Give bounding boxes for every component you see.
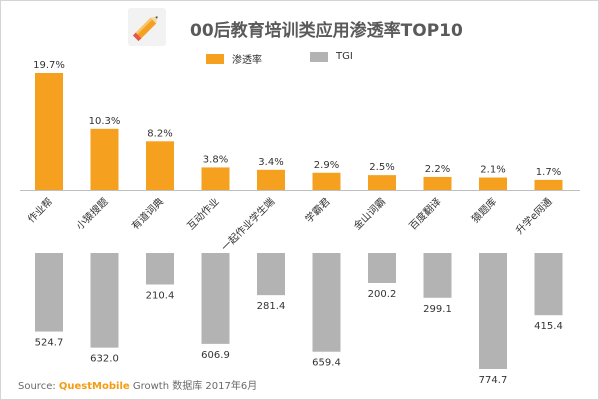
tgi-bar <box>90 253 119 348</box>
category-label: 百度翻译 <box>406 195 443 232</box>
penetration-value-label: 1.7% <box>536 167 561 178</box>
tgi-value-label: 606.9 <box>201 350 230 361</box>
legend-label-tgi: TGI <box>336 51 353 62</box>
category-label: 互动作业 <box>185 196 222 233</box>
source-brand: QuestMobile <box>58 381 130 392</box>
category-label: 金山词霸 <box>351 195 388 232</box>
penetration-value-label: 19.7% <box>33 60 65 71</box>
tgi-bar <box>146 253 174 285</box>
penetration-value-label: 3.4% <box>258 157 283 168</box>
category-label: 一起作业学生端 <box>218 195 277 254</box>
tgi-value-label: 524.7 <box>35 338 64 349</box>
source-label: Source: <box>18 381 56 392</box>
penetration-bar <box>35 73 63 190</box>
tgi-bar <box>201 253 230 344</box>
penetration-value-label: 2.9% <box>314 160 339 171</box>
source-detail: Growth 数据库 2017年6月 <box>132 381 258 392</box>
penetration-value-label: 10.3% <box>89 116 121 127</box>
tgi-value-label: 281.4 <box>257 301 286 312</box>
penetration-bar <box>368 175 396 190</box>
category-label: 小猿搜题 <box>73 195 110 232</box>
penetration-value-label: 2.1% <box>480 165 505 176</box>
legend-label-penetration: 渗透率 <box>232 55 262 66</box>
tgi-value-label: 774.7 <box>479 375 508 386</box>
source-footer: Source: QuestMobile Growth 数据库 2017年6月 <box>18 377 257 392</box>
penetration-bar <box>423 176 452 190</box>
tgi-bar <box>423 253 452 298</box>
tgi-bar <box>35 253 63 332</box>
tgi-bar <box>534 253 563 316</box>
tgi-bar <box>479 253 507 369</box>
penetration-value-label: 3.8% <box>203 154 228 165</box>
tgi-value-label: 632.0 <box>90 354 119 365</box>
legend-item-penetration: 渗透率 <box>206 51 262 66</box>
tgi-value-label: 200.2 <box>368 289 397 300</box>
tgi-bar <box>257 253 285 296</box>
penetration-value-label: 2.5% <box>369 162 394 173</box>
category-label: 作业帮 <box>25 196 55 226</box>
penetration-bar <box>312 172 341 190</box>
penetration-bar <box>90 128 119 190</box>
legend-swatch-tgi <box>310 51 328 62</box>
penetration-value-label: 8.2% <box>147 128 172 139</box>
penetration-value-label: 2.2% <box>425 164 450 175</box>
penetration-bar <box>534 179 563 190</box>
category-label: 学霸君 <box>302 195 332 225</box>
penetration-bar <box>257 169 285 190</box>
category-label: 猿题库 <box>469 195 499 225</box>
category-label: 有道词典 <box>129 195 166 232</box>
penetration-bar <box>146 141 174 190</box>
tgi-bar <box>368 253 396 283</box>
tgi-bar <box>312 253 341 352</box>
penetration-bar <box>479 177 507 190</box>
pencil-icon <box>128 8 166 46</box>
legend-item-tgi: TGI <box>310 51 353 62</box>
chart-title: 00后教育培训类应用渗透率TOP10 <box>190 21 463 41</box>
tgi-value-label: 299.1 <box>423 304 452 315</box>
legend-swatch-penetration <box>206 53 224 64</box>
tgi-value-label: 659.4 <box>312 358 341 369</box>
tgi-value-label: 415.4 <box>534 321 563 332</box>
tgi-value-label: 210.4 <box>146 291 175 302</box>
category-label: 升学e网通 <box>513 195 555 237</box>
penetration-bar <box>201 167 230 190</box>
